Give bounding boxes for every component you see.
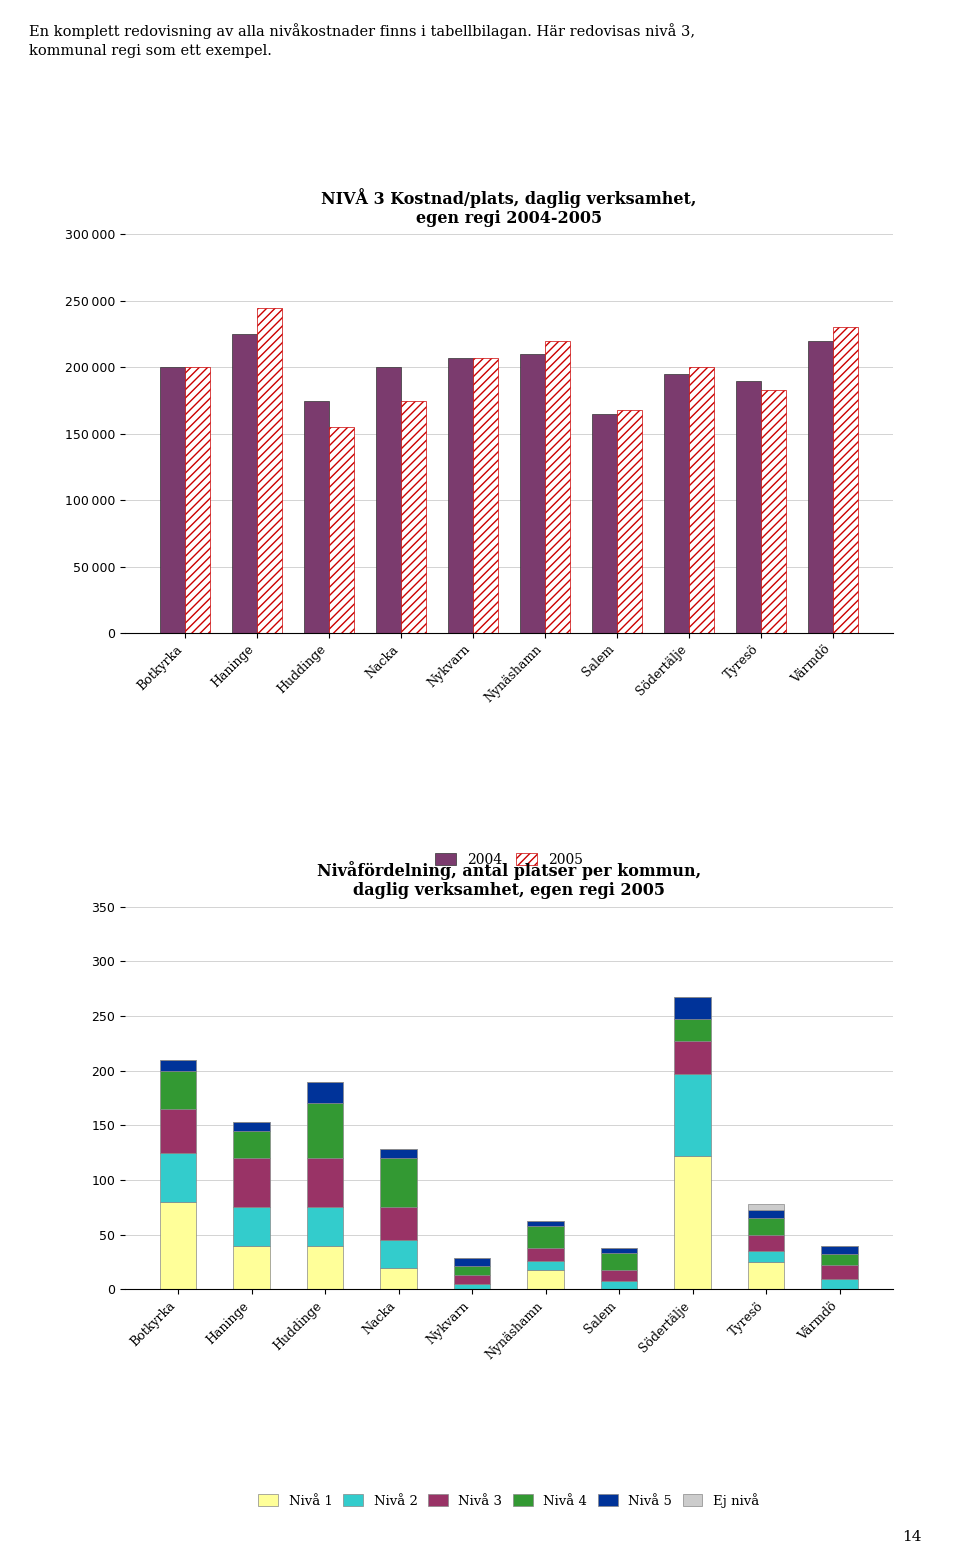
Bar bbox=[159, 1153, 197, 1202]
Bar bbox=[401, 400, 426, 633]
Title: NIVÅ 3 Kostnad/plats, daglig verksamhet,
egen regi 2004-2005: NIVÅ 3 Kostnad/plats, daglig verksamhet,… bbox=[321, 188, 697, 227]
Bar bbox=[674, 1157, 711, 1289]
Bar bbox=[306, 1158, 344, 1207]
Bar bbox=[601, 1247, 637, 1254]
Bar bbox=[380, 1241, 417, 1268]
Bar bbox=[454, 1285, 491, 1289]
Bar bbox=[380, 1149, 417, 1158]
Title: Nivåfördelning, antal platser per kommun,
daglig verksamhet, egen regi 2005: Nivåfördelning, antal platser per kommun… bbox=[317, 861, 701, 899]
Bar bbox=[748, 1219, 784, 1235]
Bar bbox=[663, 374, 688, 633]
Bar bbox=[306, 1207, 344, 1246]
Bar bbox=[616, 410, 642, 633]
Bar bbox=[375, 367, 401, 633]
Bar bbox=[329, 427, 354, 633]
Bar bbox=[527, 1247, 564, 1261]
Legend: Nivå 1, Nivå 2, Nivå 3, Nivå 4, Nivå 5, Ej nivå: Nivå 1, Nivå 2, Nivå 3, Nivå 4, Nivå 5, … bbox=[253, 1488, 764, 1513]
Bar bbox=[748, 1204, 784, 1210]
Bar bbox=[380, 1208, 417, 1241]
Bar bbox=[832, 328, 858, 633]
Bar bbox=[735, 381, 760, 633]
Bar bbox=[601, 1269, 637, 1280]
Bar bbox=[807, 341, 832, 633]
Bar bbox=[233, 1158, 270, 1207]
Bar bbox=[380, 1158, 417, 1207]
Bar bbox=[233, 1122, 270, 1132]
Bar bbox=[748, 1235, 784, 1250]
Bar bbox=[303, 400, 329, 633]
Bar bbox=[821, 1279, 858, 1289]
Bar bbox=[257, 308, 282, 633]
Bar bbox=[233, 1207, 270, 1246]
Bar bbox=[674, 1041, 711, 1074]
Bar bbox=[233, 1132, 270, 1158]
Bar bbox=[601, 1280, 637, 1289]
Legend: 2004, 2005: 2004, 2005 bbox=[429, 847, 588, 872]
Bar bbox=[306, 1246, 344, 1289]
Bar bbox=[159, 367, 185, 633]
Bar bbox=[231, 334, 257, 633]
Bar bbox=[454, 1266, 491, 1275]
Bar bbox=[748, 1263, 784, 1289]
Bar bbox=[674, 1074, 711, 1157]
Bar bbox=[688, 367, 714, 633]
Bar bbox=[527, 1261, 564, 1269]
Bar bbox=[601, 1254, 637, 1269]
Bar bbox=[306, 1082, 344, 1103]
Bar bbox=[527, 1269, 564, 1289]
Bar bbox=[674, 1019, 711, 1041]
Bar bbox=[760, 389, 786, 633]
Bar bbox=[519, 355, 544, 633]
Bar bbox=[380, 1268, 417, 1289]
Bar bbox=[821, 1246, 858, 1255]
Bar bbox=[473, 358, 498, 633]
Text: 14: 14 bbox=[902, 1530, 922, 1544]
Bar bbox=[159, 1060, 197, 1071]
Bar bbox=[447, 358, 473, 633]
Bar bbox=[454, 1275, 491, 1285]
Bar bbox=[821, 1255, 858, 1266]
Bar bbox=[306, 1103, 344, 1158]
Bar bbox=[527, 1221, 564, 1225]
Bar bbox=[748, 1250, 784, 1263]
Bar bbox=[821, 1266, 858, 1279]
Text: En komplett redovisning av alla nivåkostnader finns i tabellbilagan. Här redovis: En komplett redovisning av alla nivåkost… bbox=[29, 23, 695, 39]
Bar bbox=[591, 414, 616, 633]
Bar bbox=[159, 1202, 197, 1289]
Bar bbox=[527, 1225, 564, 1247]
Bar bbox=[748, 1210, 784, 1219]
Bar bbox=[674, 997, 711, 1019]
Bar bbox=[185, 367, 210, 633]
Bar bbox=[233, 1246, 270, 1289]
Text: kommunal regi som ett exempel.: kommunal regi som ett exempel. bbox=[29, 44, 272, 58]
Bar bbox=[454, 1258, 491, 1266]
Bar bbox=[544, 341, 570, 633]
Bar bbox=[159, 1110, 197, 1153]
Bar bbox=[159, 1071, 197, 1110]
